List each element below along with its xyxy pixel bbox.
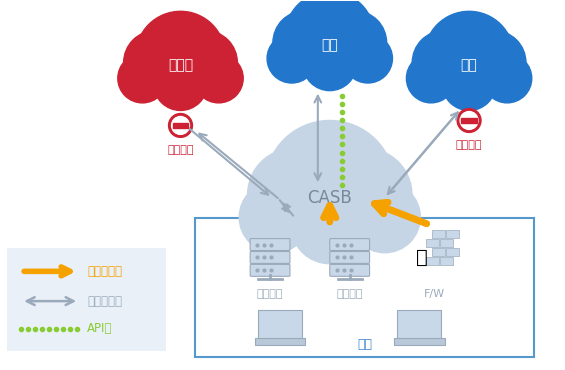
FancyBboxPatch shape [330, 252, 370, 263]
Circle shape [136, 11, 225, 101]
Text: プロキシ: プロキシ [336, 289, 363, 299]
FancyBboxPatch shape [440, 257, 453, 265]
Circle shape [291, 186, 368, 264]
Text: 認可: 認可 [460, 58, 477, 72]
Circle shape [239, 182, 310, 253]
FancyBboxPatch shape [255, 338, 306, 345]
Circle shape [273, 11, 337, 75]
Circle shape [265, 121, 394, 249]
Circle shape [247, 148, 341, 241]
FancyBboxPatch shape [440, 239, 453, 247]
Text: 社内: 社内 [357, 338, 372, 351]
Circle shape [460, 112, 478, 130]
Circle shape [483, 54, 532, 103]
Circle shape [349, 182, 420, 253]
Circle shape [118, 54, 167, 103]
Circle shape [322, 11, 386, 75]
FancyBboxPatch shape [461, 118, 477, 123]
Circle shape [168, 114, 193, 137]
Circle shape [267, 34, 316, 83]
Circle shape [424, 11, 514, 101]
Circle shape [412, 30, 477, 95]
FancyBboxPatch shape [330, 265, 370, 276]
Circle shape [303, 37, 357, 91]
FancyBboxPatch shape [432, 230, 445, 238]
FancyBboxPatch shape [330, 239, 370, 250]
Circle shape [124, 30, 188, 95]
Text: CASB: CASB [307, 189, 352, 207]
FancyBboxPatch shape [446, 248, 459, 256]
FancyBboxPatch shape [446, 230, 459, 238]
Text: 未認可: 未認可 [168, 58, 193, 72]
Text: プロキシ: プロキシ [257, 289, 283, 299]
FancyBboxPatch shape [173, 123, 188, 128]
FancyBboxPatch shape [250, 252, 290, 263]
FancyBboxPatch shape [258, 310, 302, 340]
Text: API型: API型 [87, 322, 112, 336]
Circle shape [406, 54, 455, 103]
Text: 認可: 認可 [321, 38, 338, 52]
Circle shape [172, 117, 189, 134]
Text: 機密情報: 機密情報 [456, 140, 483, 150]
Text: ログ分析型: ログ分析型 [87, 265, 122, 278]
Circle shape [457, 108, 481, 132]
FancyBboxPatch shape [394, 338, 445, 345]
Text: 利用不可: 利用不可 [167, 145, 194, 155]
FancyBboxPatch shape [432, 248, 445, 256]
Text: 🔥: 🔥 [416, 248, 428, 267]
Text: F/W: F/W [424, 289, 445, 299]
Circle shape [319, 148, 412, 241]
FancyBboxPatch shape [426, 257, 439, 265]
Circle shape [285, 0, 375, 81]
FancyBboxPatch shape [250, 265, 290, 276]
Circle shape [154, 57, 207, 111]
Circle shape [343, 34, 393, 83]
Circle shape [442, 57, 496, 111]
Circle shape [194, 54, 243, 103]
FancyBboxPatch shape [7, 248, 166, 351]
FancyBboxPatch shape [195, 218, 534, 357]
FancyBboxPatch shape [250, 239, 290, 250]
Circle shape [462, 30, 526, 95]
Circle shape [173, 30, 237, 95]
Text: プロキシ型: プロキシ型 [87, 295, 122, 307]
FancyBboxPatch shape [426, 239, 439, 247]
FancyBboxPatch shape [397, 310, 441, 340]
